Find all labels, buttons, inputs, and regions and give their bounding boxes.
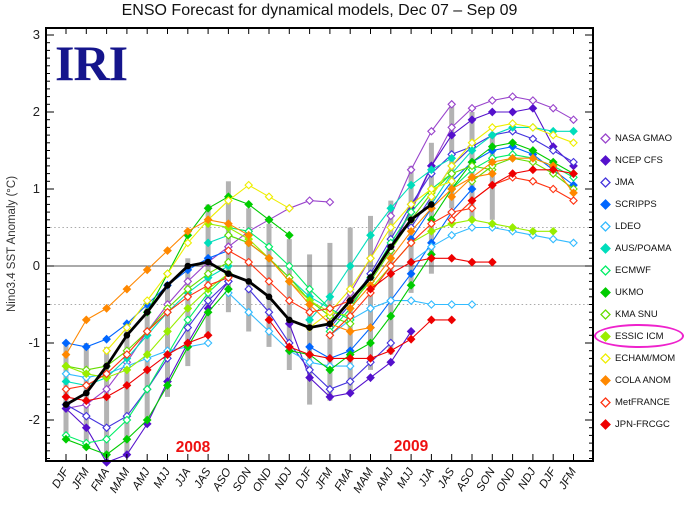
legend-label: AUS/POAMA bbox=[615, 242, 672, 254]
svg-text:0: 0 bbox=[33, 258, 40, 273]
y-tick-labels: 3 2 1 0 -1 -2 bbox=[28, 27, 40, 427]
svg-text:DJF: DJF bbox=[50, 465, 72, 490]
svg-text:AMJ: AMJ bbox=[130, 466, 153, 493]
legend-label: SCRIPPS bbox=[615, 198, 657, 210]
svg-text:MJJ: MJJ bbox=[395, 466, 416, 490]
legend-label: NASA GMAO bbox=[615, 132, 673, 144]
legend: NASA GMAO NCEP CFS JMA SCRIPPS LDEO AUS/POAMA… bbox=[600, 127, 686, 435]
metfrance-diamond-icon bbox=[600, 396, 611, 408]
svg-text:NDJ: NDJ bbox=[273, 466, 295, 492]
svg-text:2009: 2009 bbox=[394, 438, 429, 455]
reference-lines bbox=[46, 227, 593, 305]
scripps-diamond-icon bbox=[600, 198, 611, 210]
svg-text:AMJ: AMJ bbox=[373, 466, 396, 493]
observed-sst-line bbox=[62, 201, 435, 408]
legend-item-scripps: SCRIPPS bbox=[600, 193, 686, 215]
svg-text:SON: SON bbox=[231, 466, 255, 494]
svg-text:1: 1 bbox=[33, 181, 40, 196]
echam-mom-diamond-icon bbox=[600, 352, 611, 364]
legend-label: JPN-FRCGC bbox=[615, 418, 670, 430]
legend-item-ncep-cfs: NCEP CFS bbox=[600, 149, 686, 171]
svg-text:NDJ: NDJ bbox=[516, 466, 538, 492]
essic-icm-highlight-ellipse bbox=[594, 324, 684, 348]
ukmo-diamond-icon bbox=[600, 286, 611, 298]
svg-text:MAM: MAM bbox=[352, 466, 377, 495]
chart-title: ENSO Forecast for dynamical models, Dec … bbox=[121, 2, 518, 19]
model-series-jpn-frcgc bbox=[61, 165, 578, 406]
svg-text:OND: OND bbox=[251, 466, 275, 494]
ecmwf-diamond-icon bbox=[600, 264, 611, 276]
legend-item-metfrance: MetFRANCE bbox=[600, 391, 686, 413]
legend-item-ecmwf: ECMWF bbox=[600, 259, 686, 281]
legend-item-ukmo: UKMO bbox=[600, 281, 686, 303]
legend-label: MetFRANCE bbox=[615, 396, 670, 408]
svg-text:JFM: JFM bbox=[313, 466, 336, 493]
model-series-jma bbox=[61, 126, 578, 433]
legend-item-jpn-frcgc: JPN-FRCGC bbox=[600, 413, 686, 435]
legend-label: UKMO bbox=[615, 286, 644, 298]
legend-label: NCEP CFS bbox=[615, 154, 663, 166]
model-series-cola-anom bbox=[61, 153, 578, 359]
svg-text:ASO: ASO bbox=[454, 466, 478, 494]
legend-item-aus-poama: AUS/POAMA bbox=[600, 237, 686, 259]
legend-label: ECHAM/MOM bbox=[615, 352, 676, 364]
legend-label: JMA bbox=[615, 176, 634, 188]
svg-text:2008: 2008 bbox=[176, 439, 211, 456]
svg-text:3: 3 bbox=[33, 27, 40, 42]
ldeo-diamond-icon bbox=[600, 220, 611, 232]
svg-text:JFM: JFM bbox=[69, 466, 92, 493]
model-series-scripps bbox=[61, 142, 578, 363]
svg-text:DJF: DJF bbox=[294, 465, 316, 490]
legend-item-echam-mom: ECHAM/MOM bbox=[600, 347, 686, 369]
legend-label: KMA SNU bbox=[615, 308, 658, 320]
legend-item-ldeo: LDEO bbox=[600, 215, 686, 237]
iri-logo: IRI bbox=[55, 35, 128, 91]
svg-text:-1: -1 bbox=[28, 335, 40, 350]
nasa-gmao-diamond-icon bbox=[600, 132, 611, 144]
svg-text:JJA: JJA bbox=[416, 466, 437, 490]
kma-snu-diamond-icon bbox=[600, 308, 611, 320]
model-spread-bars bbox=[63, 104, 495, 463]
svg-text:DJF: DJF bbox=[537, 465, 559, 490]
jpn-frcgc-diamond-icon bbox=[600, 418, 611, 430]
model-series-ncep-cfs bbox=[61, 103, 578, 467]
legend-item-jma: JMA bbox=[600, 171, 686, 193]
svg-text:SON: SON bbox=[474, 466, 498, 494]
legend-item-kma-snu: KMA SNU bbox=[600, 303, 686, 325]
svg-text:MJJ: MJJ bbox=[152, 466, 173, 490]
jma-diamond-icon bbox=[600, 176, 611, 188]
legend-item-cola-anom: COLA ANOM bbox=[600, 369, 686, 391]
legend-label: LDEO bbox=[615, 220, 641, 232]
axes bbox=[45, 27, 594, 462]
aus-poama-diamond-icon bbox=[600, 242, 611, 254]
legend-label: COLA ANOM bbox=[615, 374, 671, 386]
svg-text:OND: OND bbox=[494, 466, 518, 494]
svg-text:JFM: JFM bbox=[556, 466, 579, 493]
legend-item-nasa-gmao: NASA GMAO bbox=[600, 127, 686, 149]
model-series-ecmwf bbox=[61, 150, 578, 448]
year-labels: 2008 2009 bbox=[176, 438, 429, 456]
ncep-cfs-diamond-icon bbox=[600, 154, 611, 166]
svg-text:ASO: ASO bbox=[210, 466, 234, 494]
svg-text:MAM: MAM bbox=[108, 466, 133, 495]
cola-anom-diamond-icon bbox=[600, 374, 611, 386]
svg-text:JJA: JJA bbox=[172, 466, 193, 490]
svg-text:2: 2 bbox=[33, 104, 40, 119]
svg-text:-2: -2 bbox=[28, 412, 40, 427]
legend-label: ECMWF bbox=[615, 264, 651, 276]
